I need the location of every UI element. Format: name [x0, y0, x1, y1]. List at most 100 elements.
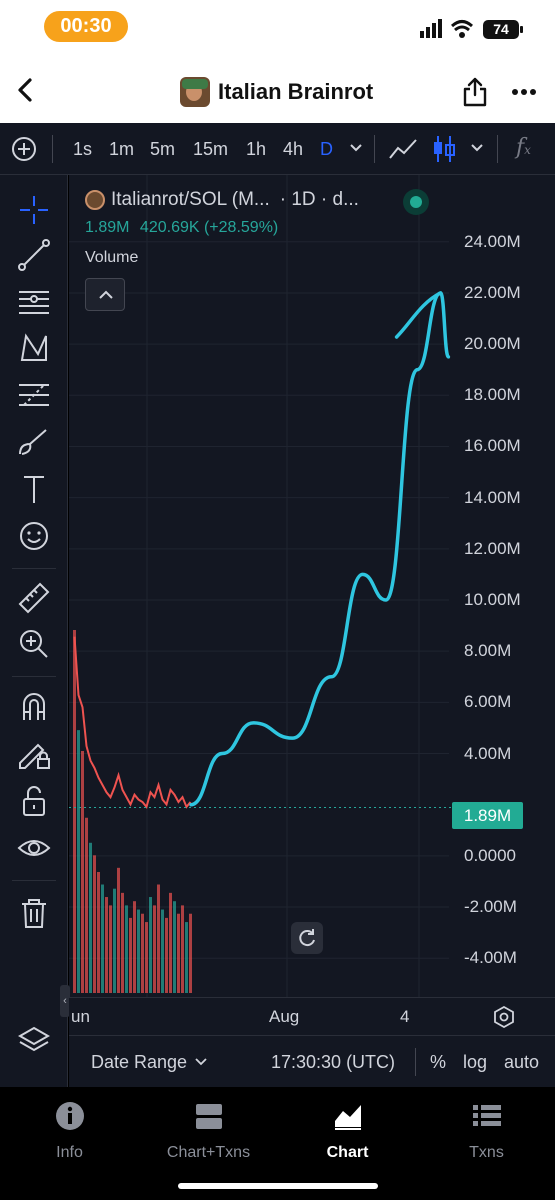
home-indicator — [178, 1183, 378, 1189]
log-toggle[interactable]: log — [463, 1052, 488, 1072]
chart-txns-icon — [195, 1104, 222, 1129]
brush-icon[interactable] — [16, 424, 52, 460]
volume-bar — [105, 897, 108, 993]
volume-candles — [73, 636, 192, 809]
chart-legend[interactable]: Italianrot/SOL (M... · 1D · d... — [85, 189, 359, 211]
tab-label: Txns — [469, 1144, 504, 1161]
timeframe-1m[interactable]: 1m — [109, 139, 135, 159]
chevron-up-icon — [99, 290, 113, 299]
timeframe-4h[interactable]: 4h — [283, 139, 304, 159]
volume-values: 1.89M 420.69K (+28.59%) — [85, 219, 278, 237]
lock-drawing-icon[interactable] — [16, 735, 52, 771]
battery-indicator: 74 — [483, 20, 519, 39]
volume-bar — [133, 901, 136, 993]
chevron-left-icon[interactable] — [14, 77, 38, 103]
ruler-icon[interactable] — [16, 580, 52, 616]
y-tick-label: 24.00M — [464, 231, 521, 251]
y-tick-label: 22.00M — [464, 282, 521, 302]
status-bar: 00:30 74 — [0, 0, 555, 55]
trend-line-icon[interactable] — [16, 237, 52, 273]
volume-bar — [89, 842, 92, 993]
trash-icon[interactable] — [16, 895, 52, 931]
y-tick-label: 12.00M — [464, 538, 521, 558]
settings-icon[interactable] — [493, 1006, 515, 1028]
y-tick-label: 8.00M — [464, 641, 512, 661]
tab-chart[interactable]: Chart — [278, 1101, 417, 1162]
y-tick-label: 0.0000 — [464, 845, 516, 865]
footer-divider — [415, 1048, 416, 1076]
layers-icon[interactable] — [16, 1023, 52, 1059]
volume-bar — [177, 913, 180, 993]
tab-chart-txns[interactable]: Chart+Txns — [139, 1101, 278, 1162]
toolbar-divider — [497, 135, 498, 163]
percent-toggle[interactable]: % — [430, 1052, 447, 1072]
auto-toggle[interactable]: auto — [504, 1052, 540, 1072]
volume-bar — [113, 888, 116, 993]
chart-toolbar: 1s 1m 5m 15m 1h 4h D fx — [0, 123, 555, 175]
candlestick-icon[interactable] — [432, 134, 456, 164]
volume-bar — [161, 909, 164, 993]
timeframe-1h[interactable]: 1h — [246, 139, 267, 159]
line-chart-icon[interactable] — [388, 136, 418, 162]
zoom-in-icon[interactable] — [16, 626, 52, 662]
chart-footer: Date Range 17:30:30 (UTC) % log auto — [69, 1035, 555, 1087]
timeframe-5m[interactable]: 5m — [150, 139, 176, 159]
share-icon[interactable] — [462, 77, 488, 107]
token-avatar — [180, 77, 210, 107]
plus-circle-icon[interactable] — [11, 136, 37, 162]
y-tick-label: 18.00M — [464, 385, 521, 405]
page-title: Italian Brainrot — [218, 79, 374, 104]
toolbar-divider — [52, 135, 53, 163]
tab-txns[interactable]: Txns — [417, 1101, 555, 1162]
nav-header: Italian Brainrot — [0, 55, 555, 123]
emoji-icon[interactable] — [16, 518, 52, 554]
volume-bar — [185, 922, 188, 993]
volume-bar — [81, 751, 84, 993]
more-horizontal-icon[interactable] — [512, 88, 536, 96]
eye-icon[interactable] — [16, 830, 52, 866]
live-status-badge — [403, 189, 429, 215]
bottom-tab-bar: Info Chart+Txns Chart Txns — [0, 1087, 555, 1200]
chevron-down-icon[interactable] — [470, 143, 484, 153]
y-tick-label: 20.00M — [464, 334, 521, 354]
last-price-label: 1.89M — [452, 802, 523, 829]
timeframe-15m[interactable]: 15m — [193, 139, 229, 159]
price-chart[interactable] — [69, 175, 555, 997]
tab-info[interactable]: Info — [0, 1101, 139, 1162]
volume-label: Volume — [85, 249, 139, 266]
fx-icon[interactable]: fx — [516, 135, 531, 160]
utc-time[interactable]: 17:30:30 (UTC) — [271, 1052, 396, 1072]
volume-bar — [101, 884, 104, 993]
toolbar-collapse-handle[interactable]: ‹ — [60, 985, 70, 1017]
volume-bar — [125, 905, 128, 993]
tab-label: Chart+Txns — [166, 1144, 251, 1161]
reset-chart-button[interactable] — [291, 922, 323, 954]
timeframe-1s[interactable]: 1s — [73, 139, 93, 159]
crosshair-icon[interactable] — [16, 192, 52, 228]
collapse-legend-button[interactable] — [85, 278, 125, 311]
time-axis[interactable]: un Aug 4 — [69, 997, 555, 1035]
unlock-icon[interactable] — [16, 783, 52, 819]
x-tick-label: 4 — [400, 1007, 410, 1026]
y-tick-label: 4.00M — [464, 743, 512, 763]
x-tick-label: un — [71, 1007, 90, 1026]
volume-bar — [141, 913, 144, 993]
volume-bar — [137, 909, 140, 993]
volume-bar — [169, 892, 172, 993]
y-tick-label: -4.00M — [464, 948, 517, 968]
chevron-down-icon[interactable] — [195, 1058, 207, 1066]
tab-label: Info — [56, 1144, 83, 1161]
horizontal-lines-icon[interactable] — [16, 284, 52, 320]
date-range-button[interactable]: Date Range — [91, 1052, 188, 1072]
volume-bar — [153, 905, 156, 993]
pattern-icon[interactable] — [16, 330, 52, 366]
text-icon[interactable] — [16, 471, 52, 507]
chart-area[interactable]: Italianrot/SOL (M... · 1D · d... 1.89M 4… — [69, 175, 555, 997]
magnet-icon[interactable] — [16, 688, 52, 724]
fib-icon[interactable] — [16, 377, 52, 413]
timeframe-d[interactable]: D — [320, 139, 333, 159]
volume-bar — [165, 917, 168, 993]
volume-bar — [109, 905, 112, 993]
chevron-down-icon[interactable] — [349, 143, 363, 153]
toolbar-divider — [12, 676, 56, 677]
